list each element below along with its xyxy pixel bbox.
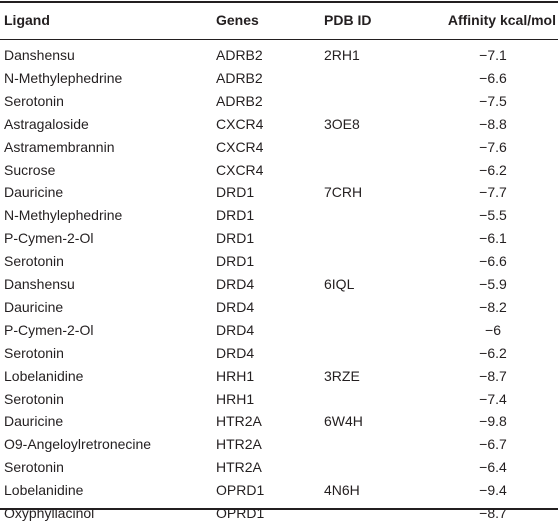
table-cell: −8.8 — [479, 115, 507, 132]
table-cell: −8.7 — [479, 505, 507, 521]
table-cell: Oxyphyllacinol — [4, 505, 95, 521]
table-cell: 6IQL — [324, 276, 355, 292]
header-cell: Ligand — [4, 12, 50, 28]
table-cell: Serotonin — [4, 390, 64, 407]
table-cell: Astragaloside — [4, 115, 89, 132]
table-cell: −6.2 — [479, 161, 507, 178]
table-cell: HRH1 — [216, 390, 255, 407]
table-cell: 4N6H — [324, 482, 360, 499]
table-cell: Sucrose — [4, 161, 56, 178]
table-cell: −7.6 — [479, 138, 507, 155]
table-cell: −9.4 — [479, 482, 507, 499]
table-cell: −7.7 — [479, 184, 507, 201]
table-cell: −9.8 — [479, 413, 507, 430]
table-cell: HTR2A — [216, 459, 262, 476]
table-cell: −6.6 — [479, 69, 507, 86]
table-cell: N-Methylephedrine — [4, 69, 123, 86]
header-cell: PDB ID — [324, 12, 372, 28]
table-cell: 3RZE — [324, 367, 360, 384]
table-cell: −6.1 — [479, 230, 507, 247]
table-cell: −6.4 — [479, 459, 507, 476]
table-cell: −7.5 — [479, 92, 507, 109]
table-cell: −6.2 — [479, 344, 507, 361]
table-cell: P-Cymen-2-Ol — [4, 321, 94, 338]
table-cell: DRD4 — [216, 298, 255, 315]
table-cell: DRD1 — [216, 230, 255, 247]
table-cell: HTR2A — [216, 413, 262, 430]
header-cell: Affinity kcal/mol — [447, 12, 556, 28]
table-cell: 7CRH — [324, 184, 363, 201]
table-cell: OPRD1 — [216, 482, 265, 499]
table-cell: 6W4H — [324, 413, 363, 430]
table-cell: Dauricine — [4, 298, 64, 315]
table-cell: DRD4 — [216, 276, 255, 292]
table-cell: −7.4 — [479, 390, 507, 407]
table-cell: −6.6 — [479, 253, 507, 270]
table-cell: HRH1 — [216, 367, 255, 384]
table-cell: −8.2 — [479, 298, 507, 315]
table-cell: −8.7 — [479, 367, 507, 384]
table-cell: ADRB2 — [216, 47, 263, 63]
table-cell: Danshensu — [4, 47, 75, 63]
table-cell: OPRD1 — [216, 505, 265, 521]
bottom-rule — [0, 508, 558, 510]
table-cell: DRD1 — [216, 253, 255, 270]
table-cell: N-Methylephedrine — [4, 207, 123, 224]
table-cell: −5.5 — [479, 207, 507, 224]
table-cell: −5.9 — [479, 276, 507, 292]
table-cell: Serotonin — [4, 92, 64, 109]
table-cell: −6.7 — [479, 436, 507, 453]
table-cell: O9-Angeloylretronecine — [4, 436, 152, 453]
table-cell: DRD4 — [216, 344, 255, 361]
header-cell: Genes — [216, 12, 259, 28]
table-cell: Serotonin — [4, 344, 64, 361]
table-cell: ADRB2 — [216, 69, 263, 86]
table-cell: CXCR4 — [216, 115, 264, 132]
table-cell: 3OE8 — [324, 115, 360, 132]
table-cell: ADRB2 — [216, 92, 263, 109]
table-cell: DRD4 — [216, 321, 255, 338]
header-rule — [0, 39, 558, 40]
table-cell: Serotonin — [4, 253, 64, 270]
table-cell: Dauricine — [4, 184, 64, 201]
table-cell: P-Cymen-2-Ol — [4, 230, 94, 247]
table-cell: −6 — [485, 321, 501, 338]
table-cell: Lobelanidine — [4, 367, 84, 384]
table-cell: Serotonin — [4, 459, 64, 476]
table-cell: DRD1 — [216, 207, 255, 224]
top-rule — [0, 1, 558, 3]
table-cell: DRD1 — [216, 184, 255, 201]
table-cell: Dauricine — [4, 413, 64, 430]
table-cell: Lobelanidine — [4, 482, 84, 499]
table-cell: HTR2A — [216, 436, 262, 453]
table-cell: CXCR4 — [216, 138, 264, 155]
table-cell: Danshensu — [4, 276, 75, 292]
table-cell: Astramembrannin — [4, 138, 115, 155]
table-cell: CXCR4 — [216, 161, 264, 178]
table-cell: 2RH1 — [324, 47, 360, 63]
table-cell: −7.1 — [479, 47, 507, 63]
